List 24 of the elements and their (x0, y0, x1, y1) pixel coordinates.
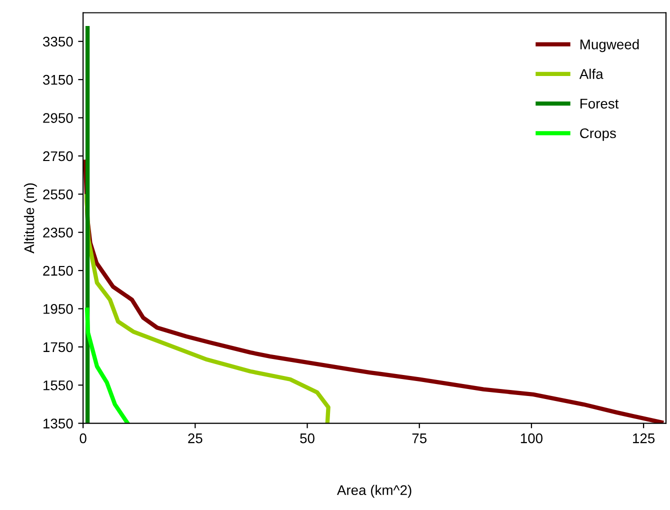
y-tick-label: 2350 (43, 228, 73, 238)
y-tick-label: 2750 (43, 151, 73, 162)
y-tick-label: 1750 (44, 342, 73, 352)
x-tick-label: 50 (300, 433, 314, 444)
x-tick-label: 75 (412, 434, 427, 444)
x-axis-title: Area (km^2) (336, 484, 412, 498)
legend-label: Mugweed (580, 39, 639, 52)
legend-label: Alfa (579, 68, 604, 79)
y-tick-label: 2150 (43, 266, 73, 276)
x-tick-label: 100 (520, 433, 543, 444)
legend-label: Forest (580, 98, 619, 109)
line-series (85, 308, 130, 424)
x-tick-label: 25 (188, 433, 202, 444)
y-tick-label: 2550 (43, 189, 73, 200)
y-tick-label: 3350 (42, 36, 73, 47)
x-tick-label: 125 (633, 433, 655, 444)
y-tick-label: 1550 (44, 380, 73, 390)
y-tick-label: 2950 (43, 113, 73, 123)
y-tick-label: 3150 (42, 74, 73, 85)
y-axis-title: Altitude (m) (24, 183, 37, 254)
x-tick-label: 0 (80, 433, 86, 444)
y-tick-label: 1350 (44, 418, 73, 428)
y-tick-label: 1950 (44, 304, 73, 314)
legend-label: Crops (580, 128, 616, 141)
